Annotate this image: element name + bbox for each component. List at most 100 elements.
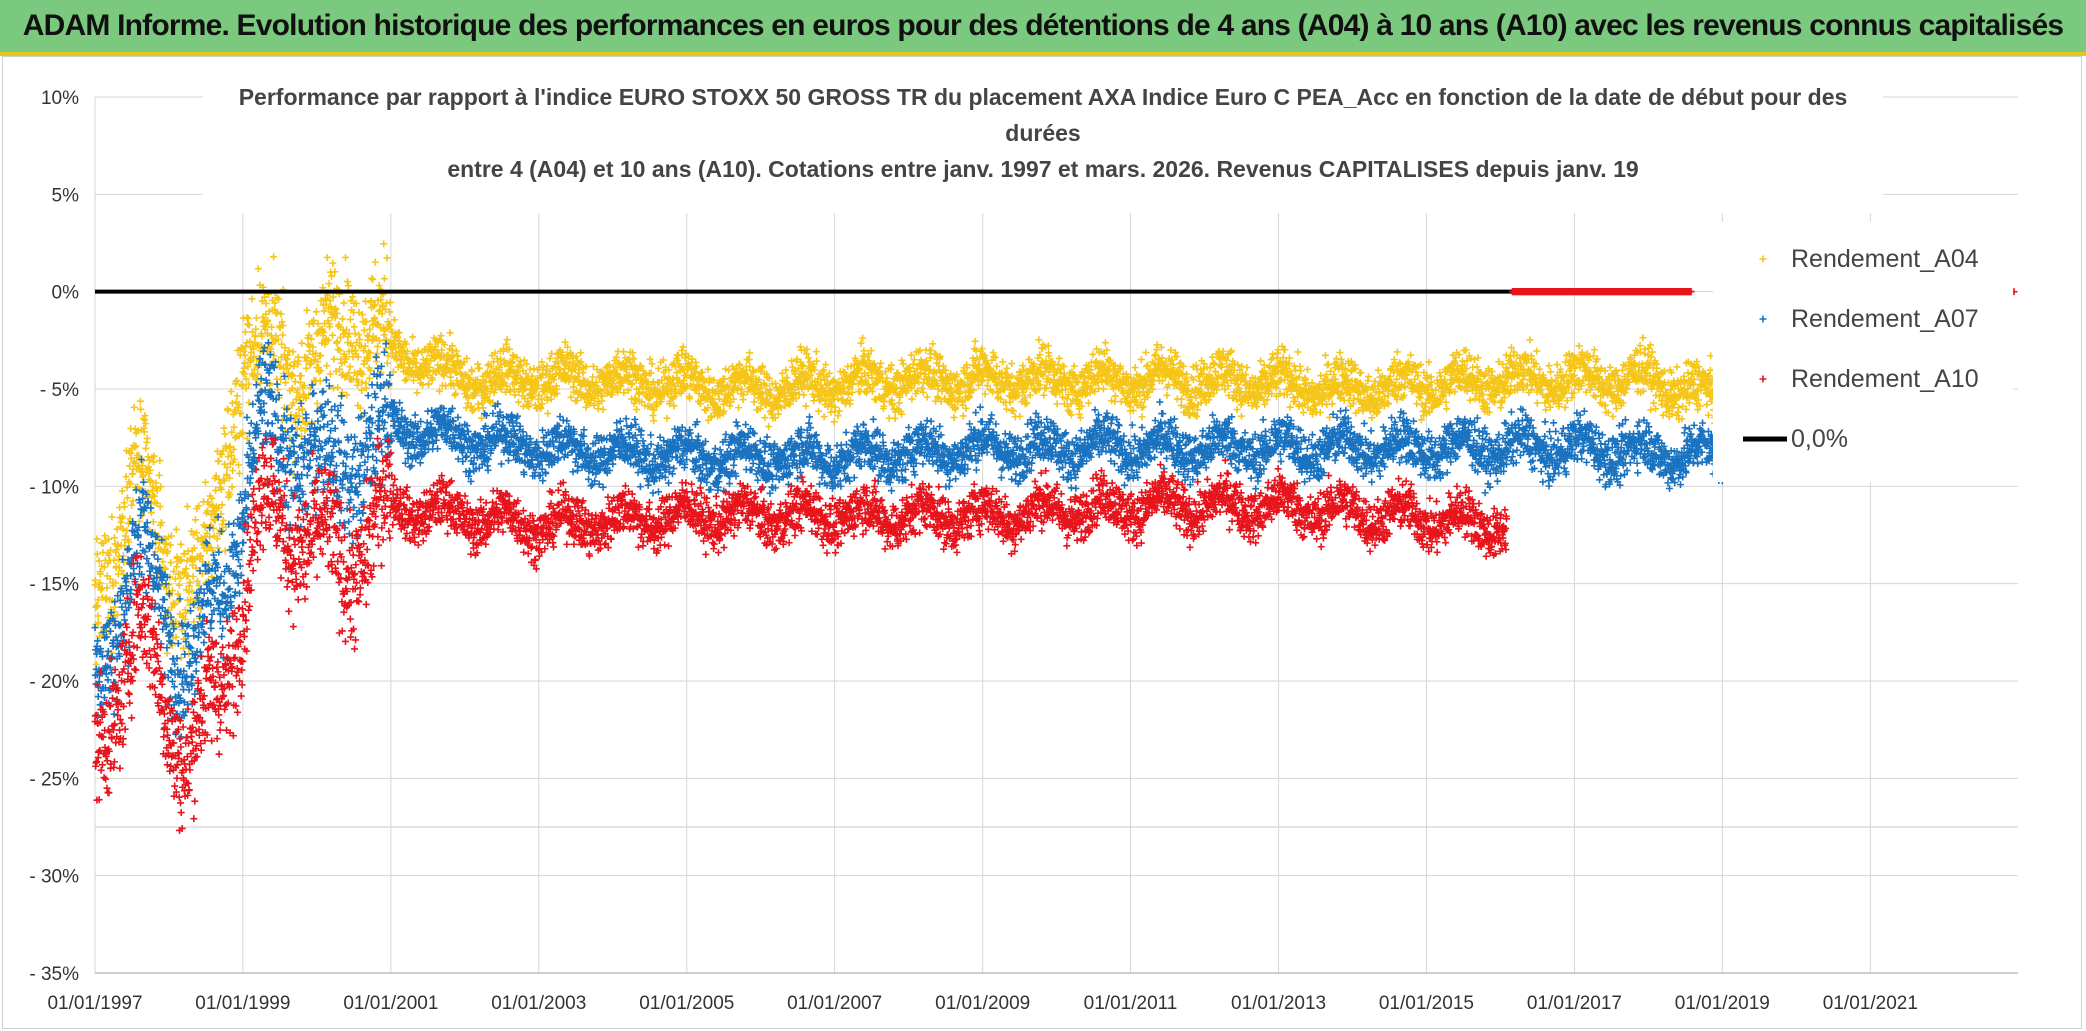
data-point [761,414,769,422]
data-point [346,315,354,323]
data-point [959,412,967,420]
data-point [190,618,198,626]
data-point [125,538,133,546]
data-point [898,356,906,364]
data-point [663,414,671,422]
data-point [1393,348,1401,356]
data-point [1196,377,1204,385]
data-point [113,546,121,554]
data-point [167,532,175,540]
data-point [577,349,585,357]
data-point [386,298,394,306]
data-point [129,497,137,505]
data-point [119,513,127,521]
data-point [156,502,164,510]
data-point [1561,403,1569,411]
data-point [197,552,205,560]
data-point [179,644,187,652]
data-point [176,557,184,565]
data-point [130,403,138,411]
data-point [1183,370,1191,378]
data-point [413,389,421,397]
data-point [172,633,180,641]
data-point [329,259,337,267]
data-point [243,313,251,321]
data-point [750,398,758,406]
data-point [94,612,102,620]
data-point [1533,399,1541,407]
data-point [1297,367,1305,375]
data-point [279,331,287,339]
data-point [236,469,244,477]
data-point [511,391,519,399]
data-point [363,318,371,326]
data-point [796,343,804,351]
data-point [131,443,139,451]
data-point [1131,364,1139,372]
data-point [1636,342,1644,350]
data-point [173,563,181,571]
data-point [119,525,127,533]
data-point [316,377,324,385]
data-point [334,384,342,392]
data-point [425,380,433,388]
data-point [1416,394,1424,402]
data-point [1089,350,1097,358]
data-point [122,473,130,481]
data-point [221,547,229,555]
data-point [189,573,197,581]
data-point [94,602,102,610]
data-point [332,339,340,347]
data-point [341,253,349,261]
data-point [110,534,118,542]
data-point [248,295,256,303]
data-point [835,407,843,415]
data-point [993,362,1001,370]
data-point [118,567,126,575]
data-point [136,397,144,405]
data-point [325,280,333,288]
data-point [830,418,838,426]
data-point [96,579,104,587]
data-point [177,574,185,582]
data-point [126,462,134,470]
data-point [113,611,121,619]
data-point [302,364,310,372]
data-point [178,556,186,564]
data-point [137,405,145,413]
data-point [123,494,131,502]
data-point [1178,395,1186,403]
data-point [339,315,347,323]
data-point [297,372,305,380]
data-point [164,547,172,555]
data-point [1243,364,1251,372]
data-point [95,557,103,565]
data-point [1553,361,1561,369]
data-point [515,398,523,406]
data-point [1053,400,1061,408]
data-point [117,518,125,526]
data-point [93,550,101,558]
data-point [815,407,823,415]
data-point [1003,364,1011,372]
data-point [201,523,209,531]
data-point [159,558,167,566]
data-point [140,428,148,436]
data-point [245,321,253,329]
data-point [380,240,388,248]
data-point [1547,368,1555,376]
data-point [1374,408,1382,416]
data-point [632,406,640,414]
data-point [1321,351,1329,359]
data-point [350,323,358,331]
data-point [245,399,253,407]
data-point [1413,400,1421,408]
data-point [121,532,129,540]
data-point [746,349,754,357]
data-point [1101,339,1109,347]
data-point [150,458,158,466]
data-point [1533,347,1541,355]
data-point [101,532,109,540]
data-point [168,587,176,595]
data-point [186,578,194,586]
